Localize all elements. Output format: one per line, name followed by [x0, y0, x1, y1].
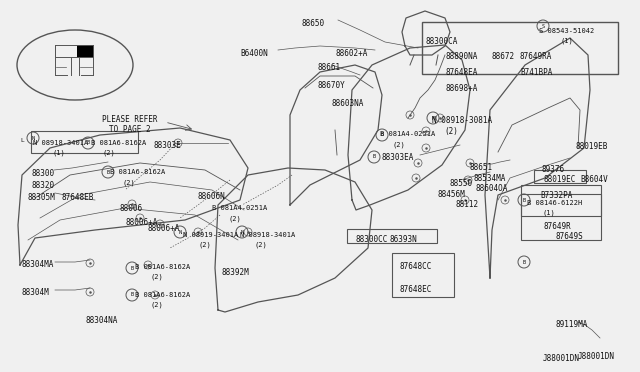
- Text: 88890NA: 88890NA: [445, 52, 477, 61]
- Text: B 08146-6122H: B 08146-6122H: [527, 200, 582, 206]
- Text: 88550: 88550: [450, 179, 473, 188]
- Text: 88304NA: 88304NA: [86, 316, 118, 325]
- Text: 87648EB: 87648EB: [62, 193, 94, 202]
- Text: (1): (1): [543, 210, 556, 217]
- Text: 87649R: 87649R: [543, 222, 571, 231]
- Text: J88001DN: J88001DN: [543, 354, 580, 363]
- Text: 88019EC: 88019EC: [544, 175, 577, 184]
- Text: B: B: [131, 292, 134, 298]
- Text: (2): (2): [150, 274, 163, 280]
- Text: 88304M: 88304M: [22, 288, 50, 297]
- Text: (2): (2): [122, 179, 135, 186]
- Text: N: N: [431, 115, 435, 121]
- Text: 88304MA: 88304MA: [22, 260, 54, 269]
- Text: 88670Y: 88670Y: [318, 81, 346, 90]
- Text: 88300CC: 88300CC: [355, 235, 387, 244]
- Text: 88006: 88006: [120, 204, 143, 213]
- Text: B741BPA: B741BPA: [520, 68, 552, 77]
- Text: B 081A4-0251A: B 081A4-0251A: [380, 131, 435, 137]
- Text: 89376: 89376: [542, 165, 565, 174]
- Text: B 081A6-8162A: B 081A6-8162A: [110, 169, 165, 175]
- Text: 88006+A: 88006+A: [126, 218, 158, 227]
- Text: 88456M: 88456M: [438, 190, 466, 199]
- Text: N 08918-3081A: N 08918-3081A: [432, 116, 492, 125]
- Text: 87649S: 87649S: [555, 232, 583, 241]
- Text: N 08918-3401A: N 08918-3401A: [240, 232, 295, 238]
- Text: 88672: 88672: [492, 52, 515, 61]
- Text: 89119MA: 89119MA: [556, 320, 588, 329]
- Bar: [521, 194, 601, 216]
- Text: N 08918-3401A: N 08918-3401A: [33, 140, 88, 146]
- Bar: [534, 170, 586, 183]
- Text: (2): (2): [255, 242, 268, 248]
- Text: PLEASE REFER
TO PAGE 2: PLEASE REFER TO PAGE 2: [102, 115, 157, 134]
- Text: 88320: 88320: [32, 181, 55, 190]
- Text: N: N: [31, 135, 35, 141]
- Text: 87648EC: 87648EC: [400, 285, 433, 294]
- Text: J88001DN: J88001DN: [578, 352, 615, 361]
- Bar: [77, 45, 93, 57]
- Text: (1): (1): [561, 38, 573, 45]
- Text: 87649RA: 87649RA: [520, 52, 552, 61]
- Text: N: N: [241, 230, 244, 234]
- Text: B 081A6-8162A: B 081A6-8162A: [91, 140, 147, 146]
- Text: 88606N: 88606N: [198, 192, 226, 201]
- Text: B6400N: B6400N: [240, 49, 268, 58]
- Text: 88651: 88651: [470, 163, 493, 172]
- Text: (2): (2): [228, 215, 241, 221]
- Text: N: N: [179, 230, 182, 234]
- Text: B: B: [86, 141, 90, 145]
- Text: 87648EA: 87648EA: [445, 68, 477, 77]
- Text: 88019EB: 88019EB: [576, 142, 609, 151]
- Text: 87648CC: 87648CC: [400, 262, 433, 271]
- Text: 88661: 88661: [318, 63, 341, 72]
- Text: B8604V: B8604V: [580, 175, 608, 184]
- Text: B: B: [522, 198, 525, 202]
- Text: N 08919-3401A: N 08919-3401A: [183, 232, 238, 238]
- Bar: [521, 185, 601, 240]
- Text: 88534MA: 88534MA: [473, 174, 506, 183]
- Text: S: S: [541, 23, 545, 29]
- Text: 88305M: 88305M: [27, 193, 55, 202]
- Text: 88602+A: 88602+A: [335, 49, 367, 58]
- Text: 88300: 88300: [32, 169, 55, 178]
- Text: 88300CA: 88300CA: [425, 37, 458, 46]
- Text: 88603NA: 88603NA: [332, 99, 364, 108]
- Text: B: B: [106, 170, 109, 174]
- Text: B 081A4-0251A: B 081A4-0251A: [212, 205, 268, 211]
- Text: L: L: [20, 138, 24, 143]
- Text: 88392M: 88392M: [222, 268, 250, 277]
- Text: B: B: [522, 260, 525, 264]
- Text: B: B: [372, 154, 376, 160]
- Text: 86393N: 86393N: [390, 235, 418, 244]
- Text: (2): (2): [103, 150, 116, 157]
- Text: 88698+A: 88698+A: [445, 84, 477, 93]
- Text: B7332PA: B7332PA: [540, 191, 572, 200]
- Text: 88650: 88650: [302, 19, 325, 28]
- Text: (2): (2): [198, 242, 211, 248]
- Text: 88303E: 88303E: [154, 141, 182, 150]
- Text: (2): (2): [150, 302, 163, 308]
- Text: (2): (2): [393, 141, 406, 148]
- Text: (1): (1): [52, 150, 65, 157]
- Bar: [392, 253, 454, 297]
- Text: B: B: [131, 266, 134, 270]
- Bar: [422, 22, 618, 74]
- Text: B: B: [380, 132, 383, 138]
- Text: (2): (2): [444, 127, 458, 136]
- Text: S 08543-51042: S 08543-51042: [539, 28, 595, 34]
- Text: B 081A6-8162A: B 081A6-8162A: [135, 292, 190, 298]
- Bar: [31, 131, 138, 153]
- Text: 88006+A: 88006+A: [148, 224, 180, 233]
- Bar: [347, 229, 437, 243]
- Text: B 081A6-8162A: B 081A6-8162A: [135, 264, 190, 270]
- Text: 88604OA: 88604OA: [475, 184, 508, 193]
- Text: 88303EA: 88303EA: [381, 153, 413, 162]
- Text: 88112: 88112: [455, 200, 478, 209]
